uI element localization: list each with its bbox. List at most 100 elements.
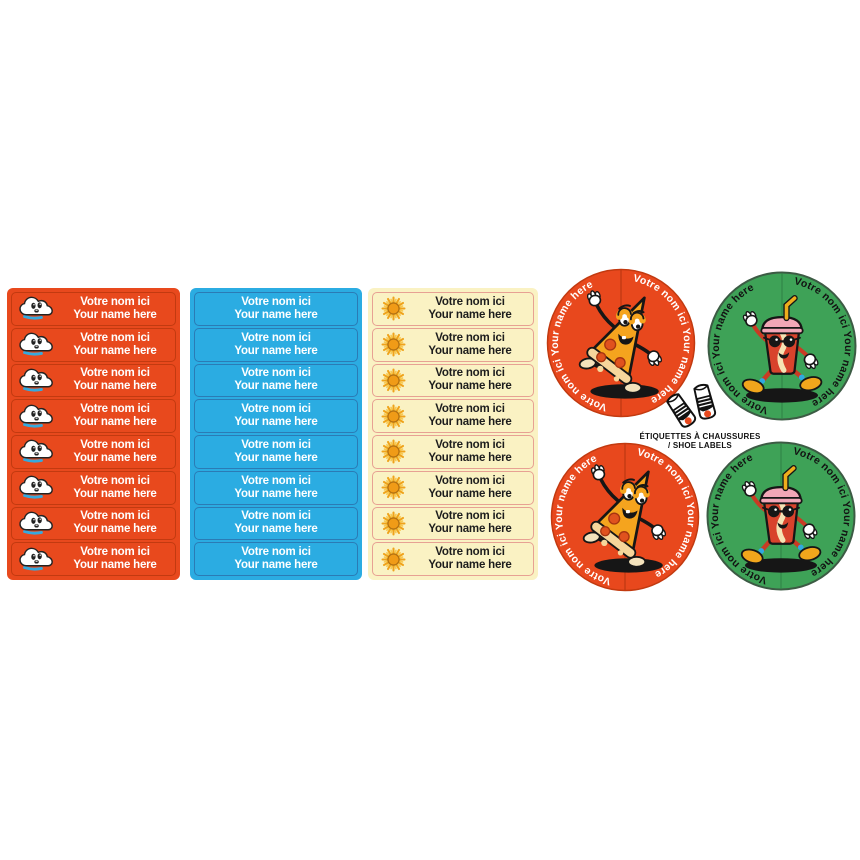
label-text: Votre nom ici Your name here — [407, 296, 533, 322]
label-line2: Your name here — [234, 523, 318, 536]
name-label: Votre nom ici Your name here — [194, 399, 358, 433]
label-line2: Your name here — [428, 523, 512, 536]
cloud-icon — [19, 404, 55, 429]
label-line2: Your name here — [73, 380, 157, 393]
label-text: Votre nom ici Your name here — [195, 332, 357, 358]
label-line2: Your name here — [234, 344, 318, 357]
cloud-icon — [19, 475, 55, 500]
label-text: Votre nom ici Your name here — [55, 510, 175, 536]
label-line1: Votre nom ici — [435, 510, 505, 523]
sun-icon — [380, 510, 407, 537]
label-line1: Votre nom ici — [241, 331, 311, 344]
sun-icon — [380, 546, 407, 573]
shoe-labels-caption: ÉTIQUETTES À CHAUSSURES / SHOE LABELS — [618, 432, 782, 450]
caption-line1: ÉTIQUETTES À CHAUSSURES — [639, 432, 761, 441]
label-line2: Your name here — [234, 487, 318, 500]
label-text: Votre nom ici Your name here — [55, 403, 175, 429]
label-line2: Your name here — [428, 344, 512, 357]
label-line1: Votre nom ici — [241, 474, 311, 487]
label-line1: Votre nom ici — [241, 295, 311, 308]
name-label: Votre nom ici Your name here — [372, 399, 534, 433]
name-label: Votre nom ici Your name here — [372, 363, 534, 398]
name-label: Votre nom ici Your name here — [372, 327, 534, 362]
name-label: Votre nom ici Your name here — [372, 470, 534, 505]
label-rows: Votre nom ici Your name here — [372, 292, 534, 576]
label-text: Votre nom ici Your name here — [407, 475, 533, 501]
label-line1: Votre nom ici — [435, 438, 505, 451]
label-line2: Your name here — [73, 559, 157, 572]
label-text: Votre nom ici Your name here — [195, 546, 357, 572]
cloud-icon — [19, 296, 55, 321]
label-text: Votre nom ici Your name here — [195, 367, 357, 393]
name-label: Votre nom ici Your name here — [11, 327, 176, 362]
label-line2: Your name here — [428, 451, 512, 464]
label-text: Votre nom ici Your name here — [195, 510, 357, 536]
label-line2: Your name here — [428, 380, 512, 393]
name-label: Votre nom ici Your name here — [194, 363, 358, 398]
label-line1: Votre nom ici — [80, 295, 150, 308]
label-text: Votre nom ici Your name here — [407, 367, 533, 393]
sun-icon — [380, 438, 407, 465]
label-line1: Votre nom ici — [435, 403, 505, 416]
label-line1: Votre nom ici — [241, 367, 311, 380]
name-label: Votre nom ici Your name here — [194, 542, 358, 576]
label-line1: Votre nom ici — [80, 546, 150, 559]
label-line2: Your name here — [234, 559, 318, 572]
label-line2: Your name here — [73, 523, 157, 536]
label-sheet-yellow: Votre nom ici Your name here — [368, 288, 538, 580]
name-label: Votre nom ici Your name here — [194, 292, 358, 326]
label-line2: Your name here — [73, 308, 157, 321]
label-text: Votre nom ici Your name here — [55, 439, 175, 465]
label-rows: Votre nom ici Your name here Votre nom i… — [194, 292, 358, 576]
shoe-label-drink-2: Votre nom ici Your name here Votre nom i… — [706, 441, 856, 591]
label-text: Votre nom ici Your name here — [195, 475, 357, 501]
label-line1: Votre nom ici — [80, 474, 150, 487]
label-line1: Votre nom ici — [80, 367, 150, 380]
name-label: Votre nom ici Your name here — [372, 435, 534, 469]
label-line2: Your name here — [234, 308, 318, 321]
sun-icon — [380, 295, 407, 322]
name-label: Votre nom ici Your name here — [194, 327, 358, 362]
label-text: Votre nom ici Your name here — [55, 296, 175, 322]
name-label: Votre nom ici Your name here — [11, 292, 176, 326]
sun-icon — [380, 403, 407, 430]
label-line1: Votre nom ici — [241, 438, 311, 451]
name-label: Votre nom ici Your name here — [194, 506, 358, 541]
label-text: Votre nom ici Your name here — [407, 439, 533, 465]
label-text: Votre nom ici Your name here — [407, 403, 533, 429]
label-line1: Votre nom ici — [241, 403, 311, 416]
label-line2: Your name here — [73, 451, 157, 464]
label-text: Votre nom ici Your name here — [195, 403, 357, 429]
label-line1: Votre nom ici — [435, 474, 505, 487]
name-label: Votre nom ici Your name here — [11, 363, 176, 398]
label-line2: Your name here — [73, 344, 157, 357]
label-line1: Votre nom ici — [241, 546, 311, 559]
cloud-icon — [19, 439, 55, 464]
label-line2: Your name here — [428, 416, 512, 429]
shoe-label-drink-1: Votre nom ici Your name here Votre nom i… — [707, 271, 857, 421]
name-label: Votre nom ici Your name here — [372, 292, 534, 326]
caption-line2: / SHOE LABELS — [668, 441, 732, 450]
sun-icon — [380, 474, 407, 501]
name-label: Votre nom ici Your name here — [194, 470, 358, 505]
label-text: Votre nom ici Your name here — [195, 296, 357, 322]
sun-icon — [380, 367, 407, 394]
shoe-label-pizza-1: Votre nom ici Your name here Votre nom i… — [546, 268, 696, 418]
name-label: Votre nom ici Your name here — [372, 506, 534, 541]
label-line1: Votre nom ici — [80, 403, 150, 416]
label-text: Votre nom ici Your name here — [55, 546, 175, 572]
cloud-icon — [19, 547, 55, 572]
label-text: Votre nom ici Your name here — [195, 439, 357, 465]
label-rows: Votre nom ici Your name here — [11, 292, 176, 576]
label-line1: Votre nom ici — [80, 510, 150, 523]
sun-icon — [380, 331, 407, 358]
cloud-icon — [19, 368, 55, 393]
label-line2: Your name here — [73, 487, 157, 500]
label-line1: Votre nom ici — [435, 295, 505, 308]
label-line1: Votre nom ici — [80, 438, 150, 451]
label-line2: Your name here — [234, 451, 318, 464]
name-label: Votre nom ici Your name here — [11, 470, 176, 505]
name-label: Votre nom ici Your name here — [11, 506, 176, 541]
label-line2: Your name here — [234, 380, 318, 393]
